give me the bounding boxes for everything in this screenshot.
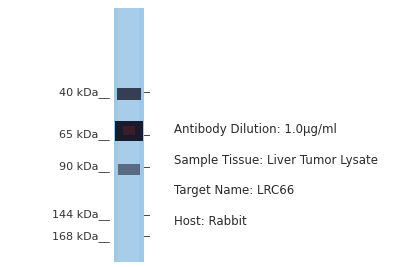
Text: 40 kDa__: 40 kDa__ xyxy=(59,87,110,97)
Text: Antibody Dilution: 1.0µg/ml: Antibody Dilution: 1.0µg/ml xyxy=(174,123,337,136)
Text: Host: Rabbit: Host: Rabbit xyxy=(174,215,247,228)
Bar xyxy=(118,8,140,262)
Text: 65 kDa__: 65 kDa__ xyxy=(59,129,110,140)
Text: 90 kDa__: 90 kDa__ xyxy=(59,162,110,172)
Bar xyxy=(116,121,142,141)
Text: Target Name: LRC66: Target Name: LRC66 xyxy=(174,184,294,197)
Bar xyxy=(114,8,144,262)
Bar xyxy=(123,126,135,135)
Text: Sample Tissue: Liver Tumor Lysate: Sample Tissue: Liver Tumor Lysate xyxy=(174,154,378,167)
Bar xyxy=(118,164,140,175)
Text: 144 kDa__: 144 kDa__ xyxy=(52,210,110,220)
Text: 168 kDa__: 168 kDa__ xyxy=(52,231,110,242)
Bar xyxy=(117,88,141,100)
